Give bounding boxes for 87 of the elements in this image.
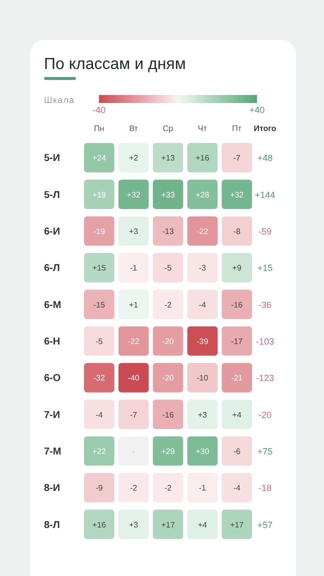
y2-tick-label: -20 bbox=[258, 410, 272, 420]
data-label: -16 bbox=[231, 300, 244, 310]
data-label: +32 bbox=[230, 190, 244, 200]
y-tick-label: 8-Л bbox=[44, 520, 60, 531]
data-label: +1 bbox=[129, 300, 139, 310]
data-label: +4 bbox=[198, 520, 208, 530]
data-label: -2 bbox=[164, 484, 172, 493]
text: · bbox=[132, 447, 135, 456]
data-label: +30 bbox=[196, 447, 210, 456]
color-bar-label: +40 bbox=[249, 105, 265, 115]
data-label: +17 bbox=[230, 520, 244, 530]
y-tick-label: 8-И bbox=[44, 483, 60, 494]
y2-tick-label: -123 bbox=[256, 373, 274, 384]
data-label: +32 bbox=[126, 190, 141, 200]
data-label: -4 bbox=[96, 410, 104, 420]
data-label: +16 bbox=[92, 520, 106, 530]
y-tick-label: 6-М bbox=[44, 300, 62, 311]
data-label: +16 bbox=[196, 154, 210, 163]
data-label: +17 bbox=[161, 520, 176, 530]
data-label: -6 bbox=[233, 447, 241, 456]
x-tick-label: Пн bbox=[94, 124, 104, 133]
data-label: +28 bbox=[196, 190, 210, 200]
data-label: -1 bbox=[130, 264, 138, 273]
data-label: -13 bbox=[162, 227, 174, 236]
data-label: +22 bbox=[92, 447, 106, 456]
y2-tick-label: +144 bbox=[254, 190, 276, 200]
chart-title: По классам и дням bbox=[44, 56, 186, 73]
data-label: +4 bbox=[232, 410, 242, 420]
data-label: -4 bbox=[198, 300, 207, 310]
data-label: +3 bbox=[129, 227, 139, 236]
y2-axis-title: Итого bbox=[254, 124, 276, 133]
y2-tick-label: -18 bbox=[258, 483, 272, 494]
data-label: +2 bbox=[129, 154, 139, 163]
data-label: -1 bbox=[198, 484, 207, 493]
x-tick-label: Пт bbox=[232, 124, 242, 133]
y-tick-label: 6-О bbox=[44, 373, 61, 384]
data-label: -21 bbox=[231, 374, 244, 383]
data-label: -4 bbox=[233, 484, 241, 493]
y2-tick-label: -103 bbox=[256, 336, 274, 346]
data-label: -32 bbox=[93, 374, 106, 383]
data-label: +3 bbox=[198, 410, 208, 420]
data-label: -7 bbox=[233, 154, 241, 163]
data-label: -40 bbox=[128, 374, 140, 383]
y-tick-label: 6-Н bbox=[44, 336, 60, 348]
data-label: -10 bbox=[196, 374, 209, 383]
data-label: -2 bbox=[130, 484, 138, 493]
data-label: -17 bbox=[231, 337, 244, 346]
color-bar-title: Шкала bbox=[44, 95, 75, 105]
data-label: -39 bbox=[196, 337, 209, 346]
x-tick-label: Вт bbox=[129, 124, 138, 133]
data-label: -20 bbox=[162, 337, 174, 346]
y-tick-label: 5-Л bbox=[44, 190, 60, 201]
data-label: -9 bbox=[96, 484, 104, 493]
data-label: +15 bbox=[92, 264, 106, 273]
y2-tick-label: -59 bbox=[258, 226, 272, 236]
data-label: -8 bbox=[233, 227, 241, 236]
data-label: +33 bbox=[161, 190, 176, 200]
data-label: -16 bbox=[162, 410, 174, 420]
data-label: -20 bbox=[162, 374, 174, 383]
data-label: +3 bbox=[129, 520, 139, 530]
x-tick-label: Ср bbox=[162, 124, 174, 133]
y2-tick-label: -36 bbox=[258, 300, 272, 310]
data-label: +19 bbox=[92, 190, 106, 200]
y-tick-label: 7-И bbox=[44, 410, 60, 421]
x-tick-label: Чт bbox=[198, 124, 208, 133]
data-label: -19 bbox=[93, 227, 106, 236]
y-tick-label: 5-И bbox=[44, 153, 60, 164]
data-label: -22 bbox=[128, 337, 140, 346]
color-bar-label: -40 bbox=[92, 105, 106, 115]
y2-tick-label: +75 bbox=[257, 446, 273, 456]
y-tick-label: 6-Л bbox=[44, 263, 60, 274]
y2-tick-label: +57 bbox=[257, 520, 273, 530]
data-label: -5 bbox=[96, 337, 104, 346]
data-label: -15 bbox=[93, 300, 106, 310]
data-label: -22 bbox=[196, 227, 209, 236]
y-tick-label: 6-И bbox=[44, 226, 60, 238]
data-label: +24 bbox=[92, 154, 106, 163]
y-tick-label: 7-М bbox=[44, 446, 62, 458]
data-label: -5 bbox=[164, 264, 172, 273]
data-label: +9 bbox=[232, 264, 242, 273]
y2-tick-label: +48 bbox=[257, 153, 273, 164]
data-label: +13 bbox=[161, 154, 176, 163]
data-label: -3 bbox=[198, 264, 207, 273]
data-label: -2 bbox=[164, 300, 172, 310]
data-label: -7 bbox=[130, 410, 138, 420]
data-label: +29 bbox=[161, 447, 176, 456]
y2-tick-label: +15 bbox=[257, 263, 273, 274]
